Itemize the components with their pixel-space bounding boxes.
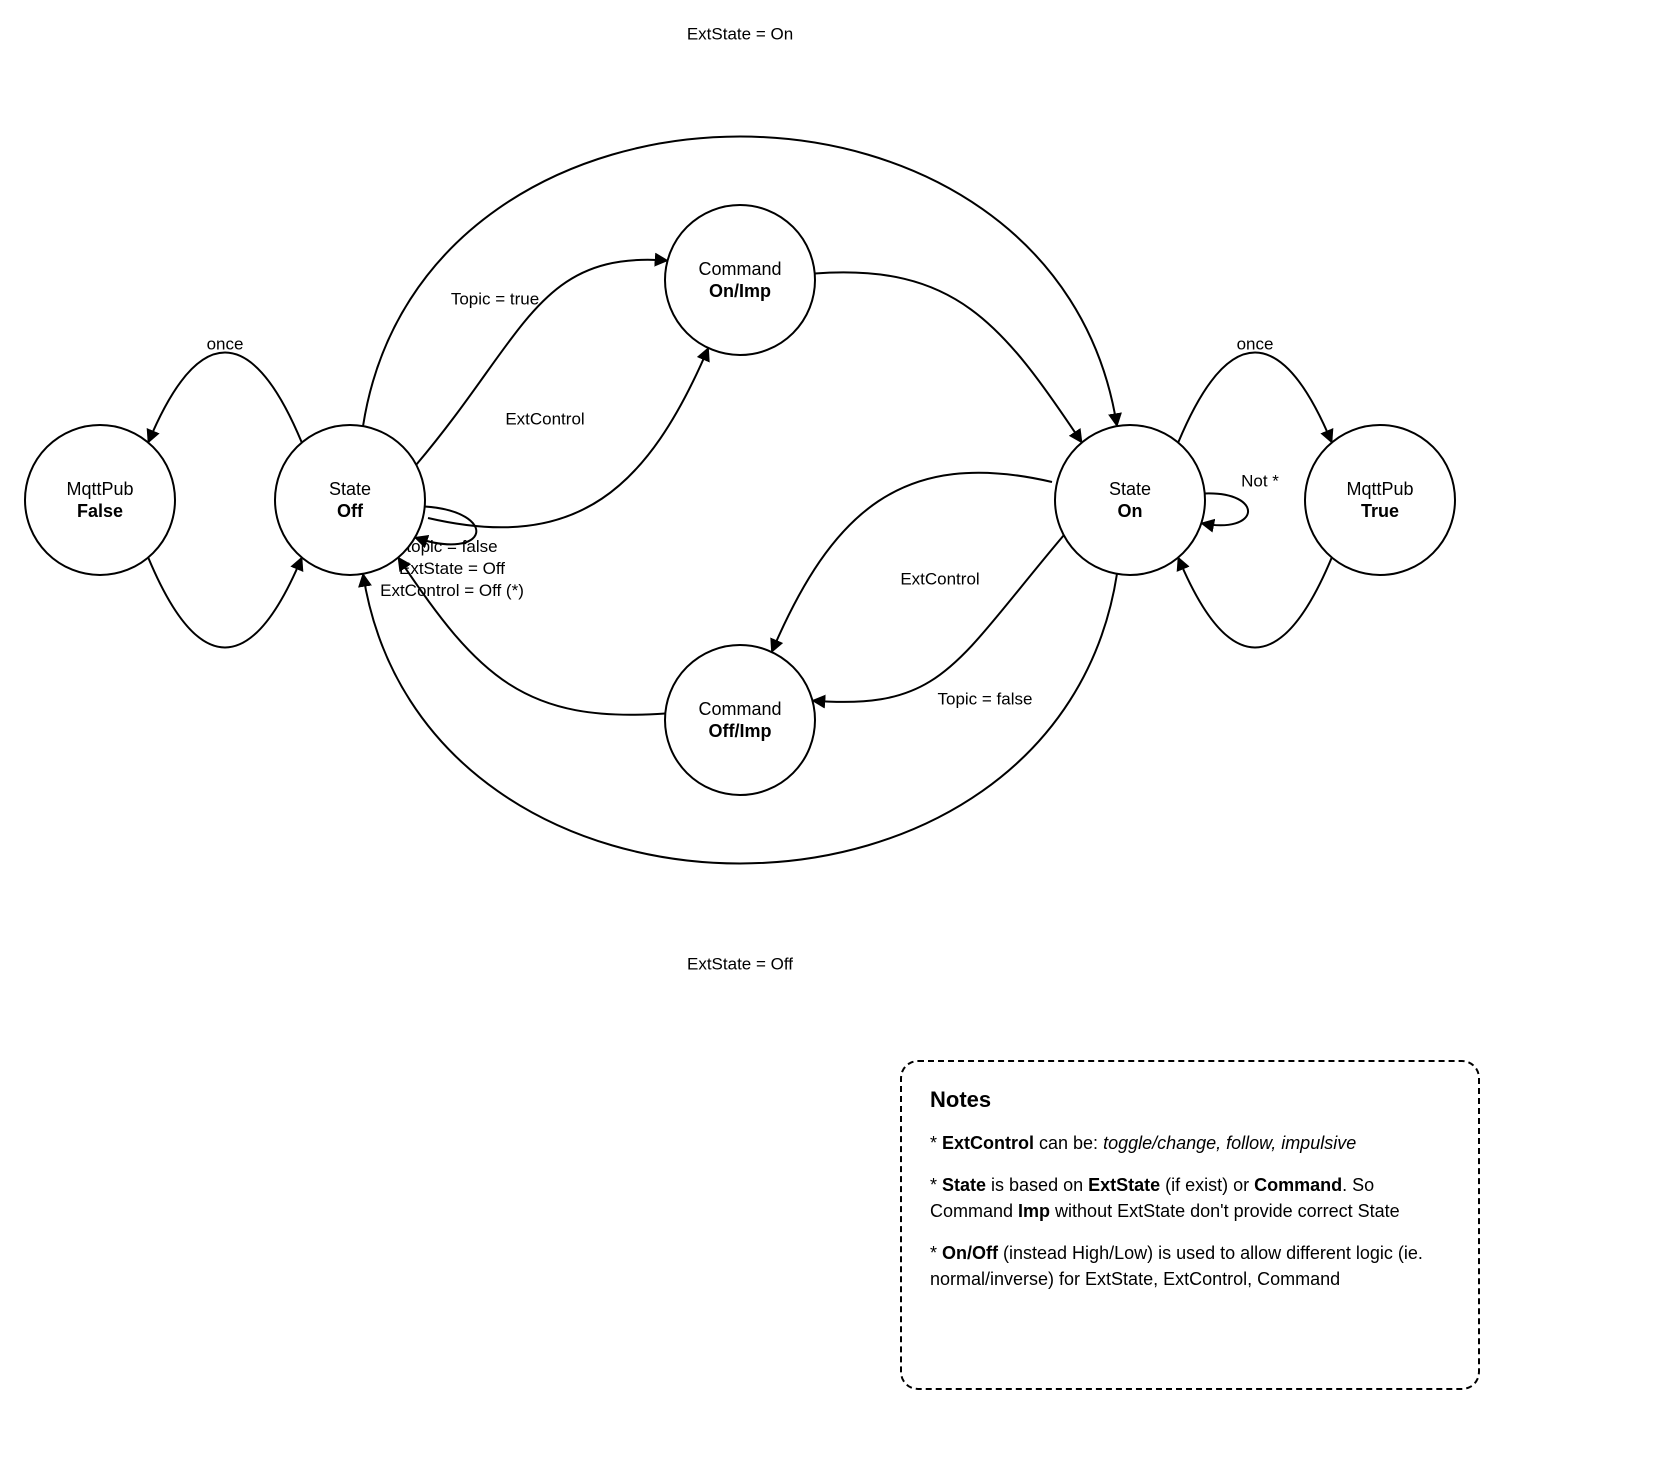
edge-extcontrol-upper xyxy=(428,348,708,527)
label-topic-true: Topic = true xyxy=(451,289,539,308)
notes-item-1: * State is based on ExtState (if exist) … xyxy=(930,1172,1450,1224)
label-not-star: Not * xyxy=(1241,471,1279,490)
label-extstate-on: ExtState = On xyxy=(687,24,793,43)
notes-panel: Notes * ExtControl can be: toggle/change,… xyxy=(900,1060,1480,1390)
notes-item-2: * On/Off (instead High/Low) is used to a… xyxy=(930,1240,1450,1292)
edge-return-right xyxy=(1178,557,1332,647)
label-extcontrol-lower: ExtControl xyxy=(900,569,979,588)
label-once-left: once xyxy=(207,334,244,353)
edge-on-to-cmdoff xyxy=(812,535,1063,702)
edge-on-selfloop xyxy=(1201,493,1248,525)
diagram-stage: ExtState = On ExtState = Off Topic = true E… xyxy=(0,0,1662,1474)
edge-cmdon-to-on xyxy=(815,272,1082,442)
notes-title: Notes xyxy=(930,1084,1450,1116)
edge-once-right xyxy=(1178,353,1332,443)
edge-extcontrol-lower xyxy=(772,473,1052,652)
label-topic-false: Topic = false xyxy=(938,689,1033,708)
edge-once-left xyxy=(148,353,302,443)
notes-item-0: * ExtControl can be: toggle/change, foll… xyxy=(930,1130,1450,1156)
label-extstate-off: ExtState = Off xyxy=(687,954,793,973)
edge-return-left xyxy=(148,557,302,647)
label-extcontrol-upper: ExtControl xyxy=(505,409,584,428)
label-once-right: once xyxy=(1237,334,1274,353)
